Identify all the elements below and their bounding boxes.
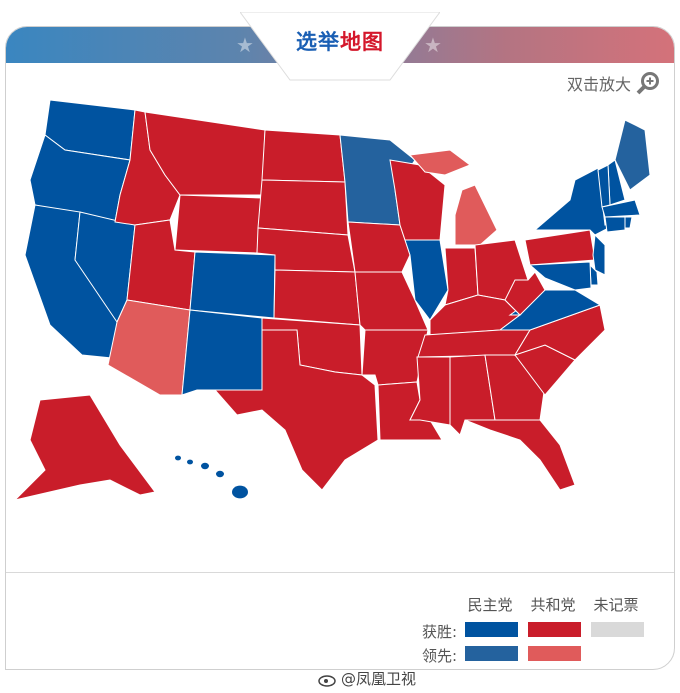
legend-col-uncounted: 未记票 bbox=[593, 596, 639, 614]
state-nd[interactable] bbox=[261, 129, 346, 183]
swatch-rep-won bbox=[528, 622, 581, 637]
state-ct[interactable] bbox=[604, 216, 626, 233]
state-va[interactable] bbox=[498, 289, 602, 331]
state-pa[interactable] bbox=[524, 229, 596, 266]
legend-row-leading: 领先: bbox=[421, 647, 457, 665]
state-az[interactable] bbox=[107, 299, 191, 396]
state-nj[interactable] bbox=[592, 233, 606, 276]
swatch-uncounted bbox=[591, 622, 644, 637]
legend-col-democrat: 民主党 bbox=[467, 596, 513, 614]
weibo-icon bbox=[318, 674, 336, 687]
state-hi[interactable] bbox=[175, 455, 181, 461]
state-ak[interactable] bbox=[13, 394, 156, 501]
swatch-rep-leading bbox=[528, 646, 581, 661]
state-mi[interactable] bbox=[408, 149, 472, 176]
state-hi[interactable] bbox=[201, 462, 209, 470]
swatch-dem-won bbox=[465, 622, 518, 637]
state-tx[interactable] bbox=[213, 329, 379, 491]
zoom-hint[interactable]: 双击放大 bbox=[567, 71, 660, 95]
state-hi[interactable] bbox=[187, 459, 193, 465]
state-hi[interactable] bbox=[216, 470, 224, 478]
state-hi[interactable] bbox=[232, 485, 248, 499]
credit-text: @凤凰卫视 bbox=[341, 670, 417, 688]
state-ia[interactable] bbox=[347, 221, 411, 273]
state-ks[interactable] bbox=[273, 269, 361, 326]
state-sd[interactable] bbox=[257, 179, 349, 236]
state-ny[interactable] bbox=[533, 167, 621, 236]
legend-col-republican: 共和党 bbox=[530, 596, 576, 614]
state-wy[interactable] bbox=[174, 194, 263, 254]
state-fl[interactable] bbox=[464, 419, 576, 491]
state-nm[interactable] bbox=[181, 309, 263, 396]
state-ri[interactable] bbox=[624, 216, 633, 229]
state-mi[interactable] bbox=[454, 184, 498, 246]
legend-row-won: 获胜: bbox=[421, 623, 457, 641]
title-tab: 选举地图 bbox=[240, 12, 440, 82]
zoom-in-icon bbox=[636, 72, 659, 95]
divider bbox=[6, 572, 674, 573]
page-title: 选举地图 bbox=[296, 30, 384, 54]
weibo-credit[interactable]: @凤凰卫视 bbox=[318, 668, 416, 689]
star-icon: ★ bbox=[236, 33, 254, 57]
zoom-hint-label: 双击放大 bbox=[566, 75, 631, 94]
state-ma[interactable] bbox=[601, 199, 641, 218]
state-tn[interactable] bbox=[417, 329, 531, 358]
swatch-dem-leading bbox=[465, 646, 518, 661]
star-icon: ★ bbox=[424, 33, 442, 57]
state-me[interactable] bbox=[614, 119, 651, 191]
state-wv[interactable] bbox=[504, 271, 546, 316]
state-co[interactable] bbox=[189, 251, 276, 319]
state-md[interactable] bbox=[528, 261, 592, 291]
